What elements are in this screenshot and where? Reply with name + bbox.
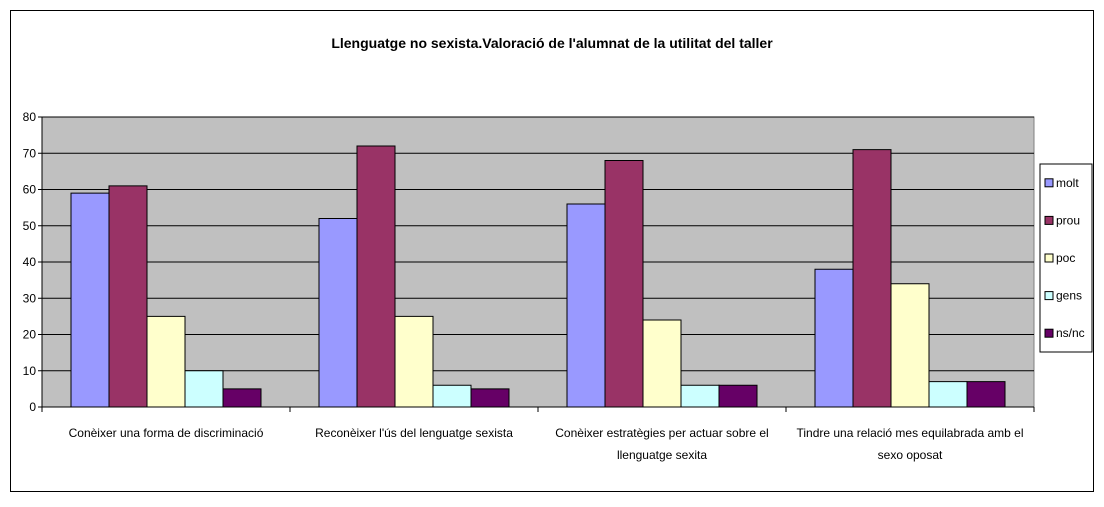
y-tick-label: 20 bbox=[23, 328, 37, 342]
y-tick-label: 30 bbox=[23, 291, 37, 305]
y-tick-label: 40 bbox=[23, 255, 37, 269]
x-tick-label: Conèixer estratègies per actuar sobre el… bbox=[555, 426, 768, 462]
bar bbox=[966, 381, 1006, 408]
bar bbox=[680, 384, 720, 408]
legend-label: poc bbox=[1056, 251, 1075, 265]
x-tick-label: Conèixer una forma de discriminació bbox=[69, 426, 264, 440]
bar bbox=[566, 203, 606, 408]
legend-label: ns/nc bbox=[1056, 326, 1085, 340]
x-tick-label: Tindre una relació mes equilabrada amb e… bbox=[796, 426, 1023, 462]
bar bbox=[394, 315, 434, 408]
legend-label: molt bbox=[1056, 176, 1079, 190]
bar bbox=[432, 384, 472, 408]
y-tick-label: 10 bbox=[23, 364, 37, 378]
bar bbox=[470, 388, 510, 408]
bar bbox=[356, 145, 396, 408]
bar bbox=[814, 268, 854, 408]
bar bbox=[928, 381, 968, 408]
legend-swatch bbox=[1044, 328, 1054, 338]
bar bbox=[222, 388, 262, 408]
bar bbox=[108, 185, 148, 408]
bar bbox=[146, 315, 186, 408]
y-tick-label: 80 bbox=[23, 110, 37, 124]
legend-swatch bbox=[1044, 215, 1054, 225]
legend-swatch bbox=[1044, 291, 1054, 301]
legend-swatch bbox=[1044, 178, 1054, 188]
y-tick-label: 60 bbox=[23, 183, 37, 197]
legend-label: prou bbox=[1056, 213, 1080, 227]
chart-title: Llenguatge no sexista.Valoració de l'alu… bbox=[331, 35, 773, 51]
bar bbox=[70, 192, 110, 408]
y-tick-label: 70 bbox=[23, 146, 37, 160]
bar bbox=[184, 370, 224, 408]
legend-swatch bbox=[1044, 253, 1054, 263]
bar bbox=[852, 149, 892, 408]
legend-label: gens bbox=[1056, 289, 1082, 303]
bar bbox=[718, 384, 758, 408]
bar bbox=[318, 218, 358, 408]
bar bbox=[890, 283, 930, 408]
y-tick-label: 0 bbox=[29, 400, 36, 414]
y-tick-label: 50 bbox=[23, 219, 37, 233]
bar bbox=[604, 160, 644, 408]
x-tick-label: Reconèixer l'ús del lenguatge sexista bbox=[315, 426, 513, 440]
bar bbox=[642, 319, 682, 408]
